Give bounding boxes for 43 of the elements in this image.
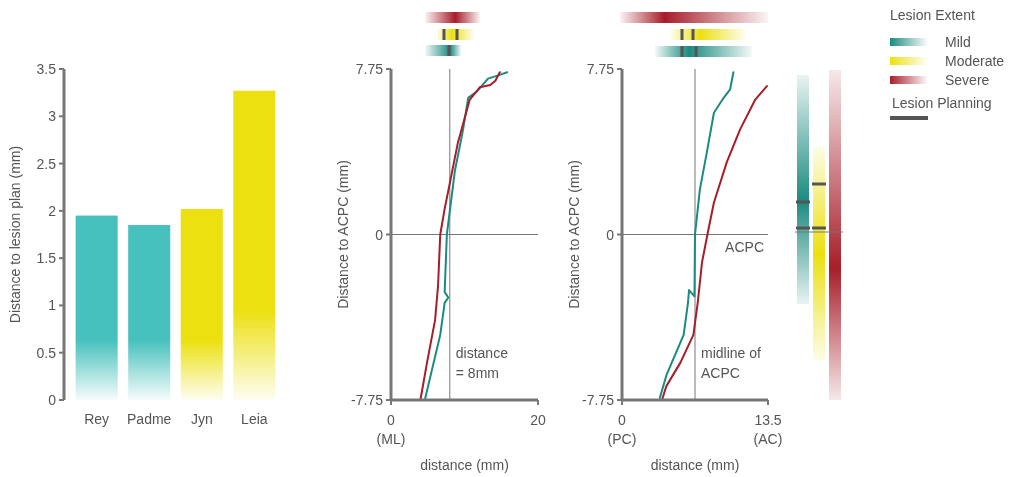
y-tick-label: 0 — [375, 226, 384, 243]
y-tick-label: 0 — [606, 226, 615, 243]
bar — [75, 215, 118, 400]
y-tick-label: 3.5 — [36, 61, 57, 77]
y-tick-label: -7.75 — [351, 392, 384, 408]
text: (PC) — [607, 431, 637, 447]
y-tick-label: 1.5 — [36, 250, 57, 267]
y-axis-title: Distance to ACPC (mm) — [335, 160, 351, 309]
y-tick-label: 0 — [48, 392, 57, 408]
text: (ML) — [376, 431, 406, 447]
x-tick-label: 0 — [618, 412, 627, 428]
y-tick-label: 7.75 — [586, 61, 615, 77]
ref-line-label: distance = 8mm — [455, 345, 509, 381]
x-axis-title: distance (mm) — [420, 457, 509, 473]
y-tick-label: 2 — [48, 202, 57, 219]
legend-label: Severe — [945, 72, 990, 88]
y-axis-title: Distance to ACPC (mm) — [566, 160, 582, 309]
ref-line-label: midline of ACPC — [701, 345, 762, 381]
x-tick-label: Jyn — [190, 411, 213, 427]
x-tick-label: Rey — [84, 411, 110, 427]
x-tick-label: 13.5 — [754, 412, 782, 428]
line-series — [661, 85, 768, 401]
y-axis-title: Distance to lesion plan (mm) — [7, 145, 23, 324]
text: (AC) — [753, 431, 783, 447]
x-tick-label: Leia — [241, 411, 268, 427]
bar — [233, 90, 276, 400]
y-tick-label: 7.75 — [355, 61, 384, 77]
legend-label: Mild — [945, 34, 971, 50]
text: Lesion Planning — [892, 95, 992, 111]
bar — [128, 225, 171, 400]
y-tick-label: 1 — [48, 297, 57, 314]
y-tick-label: 3 — [48, 108, 57, 125]
x-tick-label: 20 — [530, 412, 546, 428]
x-axis-title: distance (mm) — [650, 457, 740, 473]
bar — [180, 208, 223, 400]
legend-title: Lesion Extent — [890, 7, 975, 23]
y-tick-label: -7.75 — [582, 392, 615, 408]
x-tick-label: 0 — [387, 412, 396, 428]
x-tick-label: Padme — [127, 411, 172, 427]
y-tick-label: 0.5 — [36, 344, 57, 361]
y-tick-label: 2.5 — [36, 155, 57, 172]
ref-line-label: ACPC — [725, 238, 764, 255]
legend-label: Moderate — [945, 53, 1005, 69]
